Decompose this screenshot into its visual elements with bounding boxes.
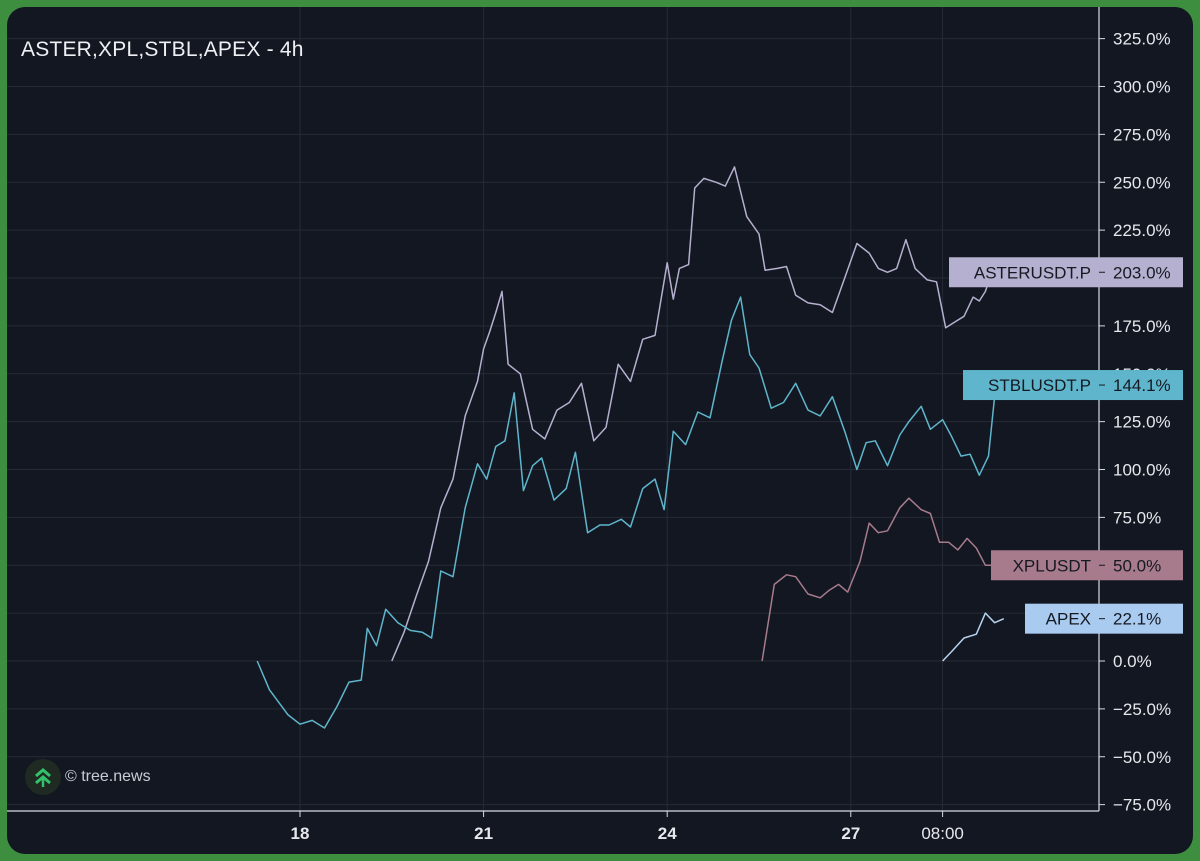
series-name-label-bg: [1025, 603, 1099, 634]
series-value-label: 50.0%: [1113, 556, 1161, 575]
series-value-label-bg: [1099, 550, 1183, 581]
x-tick-label: 27: [841, 824, 860, 843]
series-line: [256, 296, 1002, 729]
y-tick-label: −75.0%: [1113, 796, 1171, 815]
y-tick-label: −25.0%: [1113, 700, 1171, 719]
series-value-label-bg: [1099, 370, 1183, 401]
y-tick-label: 75.0%: [1113, 508, 1161, 527]
y-tick-label: 225.0%: [1113, 221, 1171, 240]
series-value-label-bg: [1099, 603, 1183, 634]
series-name-label: APEX: [1046, 610, 1091, 629]
series-name-label: ASTERUSDT.P: [974, 263, 1091, 282]
x-tick-label: 18: [291, 824, 310, 843]
series-value-label: 144.1%: [1113, 376, 1171, 395]
series-name-label: STBLUSDT.P: [988, 376, 1091, 395]
y-tick-label: 250.0%: [1113, 173, 1171, 192]
y-tick-label: −50.0%: [1113, 748, 1171, 767]
y-tick-label: 325.0%: [1113, 30, 1171, 49]
series-line: [942, 612, 1005, 662]
series-line: [391, 166, 993, 662]
y-tick-label: 300.0%: [1113, 78, 1171, 97]
x-tick-label: 21: [474, 824, 493, 843]
series-name-label-bg: [991, 550, 1099, 581]
chart-frame: 325.0%300.0%275.0%250.0%225.0%200.0%175.…: [7, 7, 1193, 854]
y-tick-label: 0.0%: [1113, 652, 1152, 671]
series-name-label-bg: [963, 370, 1099, 401]
series-value-label: 203.0%: [1113, 263, 1171, 282]
y-tick-label: 275.0%: [1113, 125, 1171, 144]
watermark: © tree.news: [25, 759, 151, 795]
y-tick-label: 125.0%: [1113, 413, 1171, 432]
series-name-label: XPLUSDT: [1013, 556, 1091, 575]
x-tick-label: 08:00: [921, 824, 964, 843]
y-tick-label: 100.0%: [1113, 461, 1171, 480]
x-tick-label: 24: [658, 824, 677, 843]
series-name-label-bg: [949, 257, 1099, 288]
chart-svg: 325.0%300.0%275.0%250.0%225.0%200.0%175.…: [7, 7, 1183, 843]
watermark-text: © tree.news: [65, 768, 151, 785]
series-value-label-bg: [1099, 257, 1183, 288]
series-line: [761, 497, 995, 662]
y-tick-label: 175.0%: [1113, 317, 1171, 336]
series-value-label: 22.1%: [1113, 610, 1161, 629]
chart-title: ASTER,XPL,STBL,APEX - 4h: [21, 38, 304, 61]
tree-news-logo-icon: [25, 759, 61, 795]
